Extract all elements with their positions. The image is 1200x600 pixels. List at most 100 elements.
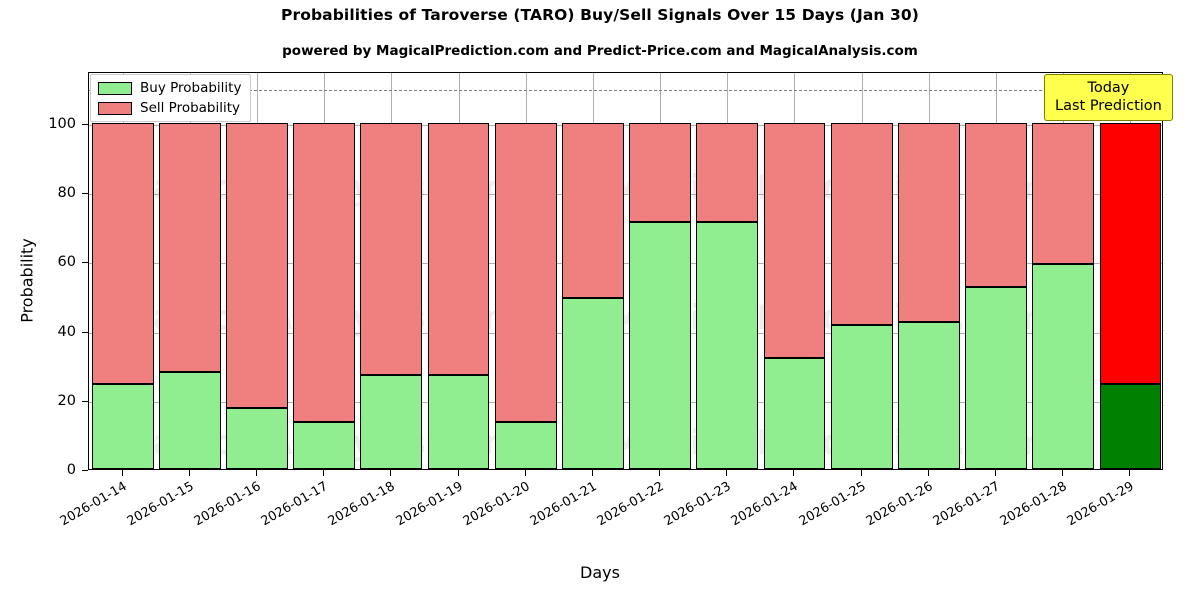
today-label-line1: Today: [1087, 80, 1130, 96]
bar-segment-sell[interactable]: [629, 122, 691, 222]
bar-segment-sell[interactable]: [293, 122, 356, 422]
bar-segment-sell[interactable]: [965, 122, 1027, 287]
y-tick-mark: [82, 400, 88, 402]
bar-column[interactable]: [1032, 73, 1095, 469]
y-tick-mark: [82, 331, 88, 333]
bar-segment-buy[interactable]: [293, 421, 356, 469]
y-tick-label: 60: [57, 254, 76, 271]
y-tick-mark: [82, 193, 88, 195]
bar-segment-buy[interactable]: [91, 384, 154, 469]
bar-column[interactable]: [830, 73, 893, 469]
x-tick-label: 2026-01-14: [57, 479, 130, 530]
chart-legend: Buy Probability Sell Probability: [90, 74, 252, 122]
bar-segment-sell[interactable]: [763, 122, 826, 358]
y-tick-label: 100: [48, 115, 76, 132]
bar-segment-sell[interactable]: [91, 122, 154, 385]
bar-segment-buy[interactable]: [763, 357, 826, 469]
bar-column[interactable]: [91, 73, 154, 469]
bar-column[interactable]: [965, 73, 1027, 469]
bar-segment-buy[interactable]: [1099, 384, 1162, 469]
bar-column[interactable]: [897, 73, 960, 469]
x-tick-mark: [390, 470, 392, 476]
x-tick-mark: [1062, 470, 1064, 476]
chart-title: Probabilities of Taroverse (TARO) Buy/Se…: [281, 6, 919, 24]
gridline-horizontal: [89, 263, 1162, 265]
bar-segment-sell[interactable]: [494, 122, 557, 422]
bar-column[interactable]: [629, 73, 691, 469]
y-tick-label: 80: [57, 185, 76, 202]
bar-segment-sell[interactable]: [562, 122, 624, 299]
bar-column[interactable]: [763, 73, 826, 469]
bar-segment-buy[interactable]: [897, 321, 960, 469]
x-tick-mark: [927, 470, 929, 476]
x-tick-mark: [188, 470, 190, 476]
bar-segment-buy[interactable]: [629, 221, 691, 469]
x-tick-mark: [726, 470, 728, 476]
bar-segment-buy[interactable]: [226, 408, 288, 469]
y-tick-mark: [82, 123, 88, 125]
legend-swatch: [98, 81, 132, 95]
x-axis-label: Days: [580, 563, 620, 582]
x-tick-mark: [591, 470, 593, 476]
plot-clip: MagicalAnalysis.comMagicalPrediction.com…: [89, 73, 1162, 469]
gridline-horizontal: [89, 401, 1162, 403]
x-tick-mark: [323, 470, 325, 476]
bar-segment-sell[interactable]: [830, 122, 893, 326]
bar-segment-sell[interactable]: [1032, 122, 1095, 265]
bar-column[interactable]: [427, 73, 490, 469]
bar-segment-sell[interactable]: [1099, 122, 1162, 385]
plot-area: MagicalAnalysis.comMagicalPrediction.com…: [88, 72, 1163, 470]
gridline-horizontal: [89, 194, 1162, 196]
x-tick-mark: [457, 470, 459, 476]
bar-column[interactable]: [293, 73, 356, 469]
bar-column[interactable]: [696, 73, 759, 469]
bar-column[interactable]: [562, 73, 624, 469]
bar-segment-sell[interactable]: [360, 122, 423, 376]
today-annotation: Today Last Prediction: [1044, 74, 1173, 122]
x-tick-mark: [995, 470, 997, 476]
bar-segment-sell[interactable]: [696, 122, 759, 222]
x-tick-mark: [121, 470, 123, 476]
today-label-line2: Last Prediction: [1055, 98, 1162, 115]
legend-label: Sell Probability: [140, 100, 241, 116]
bar-segment-buy[interactable]: [830, 325, 893, 469]
bar-column[interactable]: [360, 73, 423, 469]
x-tick-mark: [659, 470, 661, 476]
y-tick-mark: [82, 470, 88, 471]
bar-column[interactable]: [158, 73, 221, 469]
y-tick-mark: [82, 262, 88, 264]
legend-label: Buy Probability: [140, 80, 242, 96]
bar-segment-buy[interactable]: [562, 298, 624, 469]
threshold-line: [89, 90, 1162, 92]
bar-segment-buy[interactable]: [1032, 264, 1095, 469]
y-tick-label: 20: [57, 392, 76, 409]
chart-subtitle: powered by MagicalPrediction.com and Pre…: [282, 43, 918, 59]
gridline-horizontal: [89, 124, 1162, 126]
bar-segment-buy[interactable]: [696, 221, 759, 469]
bar-segment-sell[interactable]: [158, 122, 221, 373]
y-tick-label: 40: [57, 323, 76, 340]
legend-item: Sell Probability: [98, 100, 241, 116]
bar-segment-buy[interactable]: [965, 286, 1027, 469]
bar-column[interactable]: [494, 73, 557, 469]
bar-column[interactable]: [226, 73, 288, 469]
bar-segment-sell[interactable]: [897, 122, 960, 322]
x-tick-mark: [793, 470, 795, 476]
x-tick-mark: [524, 470, 526, 476]
gridline-horizontal: [89, 332, 1162, 334]
bar-segment-buy[interactable]: [360, 375, 423, 469]
x-tick-mark: [860, 470, 862, 476]
x-tick-mark: [1129, 470, 1131, 476]
bar-segment-buy[interactable]: [494, 421, 557, 469]
y-tick-label: 0: [66, 462, 76, 478]
y-axis-label: Probability: [17, 238, 37, 323]
legend-item: Buy Probability: [98, 80, 241, 96]
bar-column[interactable]: [1099, 73, 1162, 469]
bar-segment-buy[interactable]: [158, 372, 221, 469]
legend-swatch: [98, 101, 132, 115]
bar-segment-sell[interactable]: [226, 122, 288, 409]
x-tick-mark: [255, 470, 257, 476]
bar-segment-buy[interactable]: [427, 375, 490, 469]
bar-segment-sell[interactable]: [427, 122, 490, 376]
